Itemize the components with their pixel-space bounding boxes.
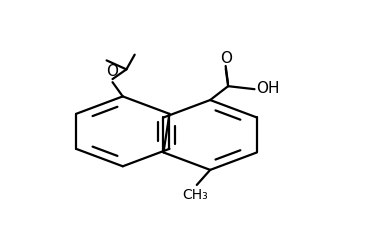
Text: OH: OH	[256, 81, 280, 96]
Text: CH₃: CH₃	[182, 188, 208, 202]
Text: O: O	[106, 64, 119, 79]
Text: O: O	[220, 51, 232, 66]
